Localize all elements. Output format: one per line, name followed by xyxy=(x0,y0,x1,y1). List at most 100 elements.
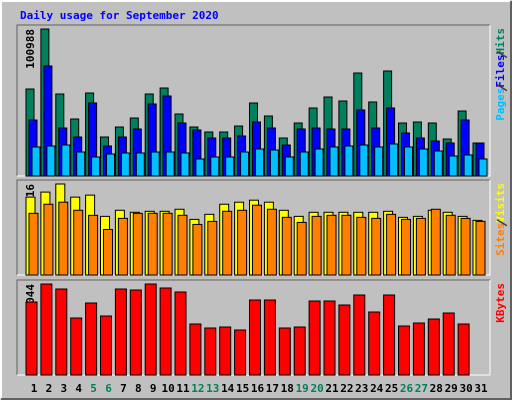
bar xyxy=(269,149,279,177)
x-tick-label: 5 xyxy=(90,382,97,395)
bar xyxy=(189,323,202,376)
x-tick-label: 25 xyxy=(385,382,398,395)
bar xyxy=(314,148,324,177)
bar xyxy=(430,208,441,276)
bar xyxy=(103,229,113,276)
bar xyxy=(341,214,352,276)
bar xyxy=(225,156,235,177)
legend-entry: Sites xyxy=(494,223,507,256)
bar xyxy=(255,148,264,177)
bar xyxy=(433,150,443,177)
bar xyxy=(412,322,425,376)
legend-entry: KBytes xyxy=(494,283,507,323)
x-tick-label: 28 xyxy=(430,382,443,395)
bar xyxy=(353,294,366,376)
x-tick-label: 21 xyxy=(325,382,339,395)
bar xyxy=(28,212,39,276)
legend-separator xyxy=(496,219,508,227)
bar xyxy=(445,214,456,276)
x-tick-label: 23 xyxy=(355,382,368,395)
bar xyxy=(106,153,115,177)
bar xyxy=(210,156,220,177)
bar xyxy=(249,299,261,376)
bar xyxy=(76,151,86,177)
bar xyxy=(165,151,175,177)
bar xyxy=(85,302,98,376)
legend-entry: Hits xyxy=(494,28,507,55)
bar xyxy=(91,156,101,177)
bar xyxy=(43,203,54,276)
bar xyxy=(442,312,455,376)
bar xyxy=(61,144,71,177)
x-tick-label: 12 xyxy=(191,382,204,395)
bar xyxy=(293,326,306,376)
bar xyxy=(427,318,440,376)
bar xyxy=(311,215,322,276)
bar xyxy=(463,154,473,177)
x-tick-label: 19 xyxy=(296,382,309,395)
bar xyxy=(278,327,291,376)
bar xyxy=(323,300,336,376)
bar xyxy=(415,217,426,276)
bar xyxy=(475,220,486,276)
bar xyxy=(460,217,471,276)
legend-entry: Pages xyxy=(494,88,507,121)
x-tick-label: 14 xyxy=(221,382,235,395)
x-tick-label: 6 xyxy=(105,382,112,395)
bar xyxy=(150,151,160,177)
bar xyxy=(46,145,56,177)
x-tick-label: 13 xyxy=(206,382,219,395)
bar xyxy=(383,294,396,376)
bar xyxy=(114,288,127,376)
x-tick-label: 9 xyxy=(150,382,157,395)
bar xyxy=(88,214,99,276)
bar xyxy=(100,315,112,376)
bar xyxy=(73,209,84,276)
x-tick-label: 7 xyxy=(120,382,127,395)
bar xyxy=(266,208,277,276)
bar xyxy=(195,158,205,177)
x-tick-label: 26 xyxy=(400,382,414,395)
bar xyxy=(299,151,309,177)
bar xyxy=(129,289,142,376)
bar xyxy=(162,212,173,276)
bar xyxy=(326,214,337,276)
bar xyxy=(174,291,187,376)
x-tick-label: 3 xyxy=(60,382,67,395)
legend-separator xyxy=(496,83,508,92)
x-tick-label: 27 xyxy=(415,382,428,395)
bar xyxy=(120,152,130,177)
bar xyxy=(159,287,172,376)
bar xyxy=(192,223,203,276)
bar xyxy=(177,214,188,276)
bar xyxy=(234,329,247,376)
bar xyxy=(359,144,369,177)
bar xyxy=(418,148,428,177)
bar xyxy=(457,323,470,376)
bar xyxy=(308,300,321,376)
legend-separator xyxy=(496,50,508,59)
bar xyxy=(284,156,294,177)
bar xyxy=(70,317,83,376)
x-tick-label: 11 xyxy=(176,382,190,395)
bar xyxy=(344,145,354,177)
x-tick-label: 29 xyxy=(445,382,458,395)
bar xyxy=(371,217,382,276)
legend: SitesVisits xyxy=(494,183,507,256)
bar xyxy=(356,216,367,276)
x-tick-label: 16 xyxy=(251,382,265,395)
x-tick-label: 15 xyxy=(236,382,249,395)
bar xyxy=(478,158,488,177)
bar xyxy=(25,301,38,376)
x-tick-label: 31 xyxy=(474,382,488,395)
bar xyxy=(398,325,410,376)
bar xyxy=(132,212,143,276)
bar xyxy=(240,151,250,177)
bar xyxy=(404,146,413,177)
chart-title: Daily usage for September 2020 xyxy=(20,9,219,22)
bar xyxy=(222,210,233,276)
bar xyxy=(135,152,145,177)
bar xyxy=(329,146,339,177)
